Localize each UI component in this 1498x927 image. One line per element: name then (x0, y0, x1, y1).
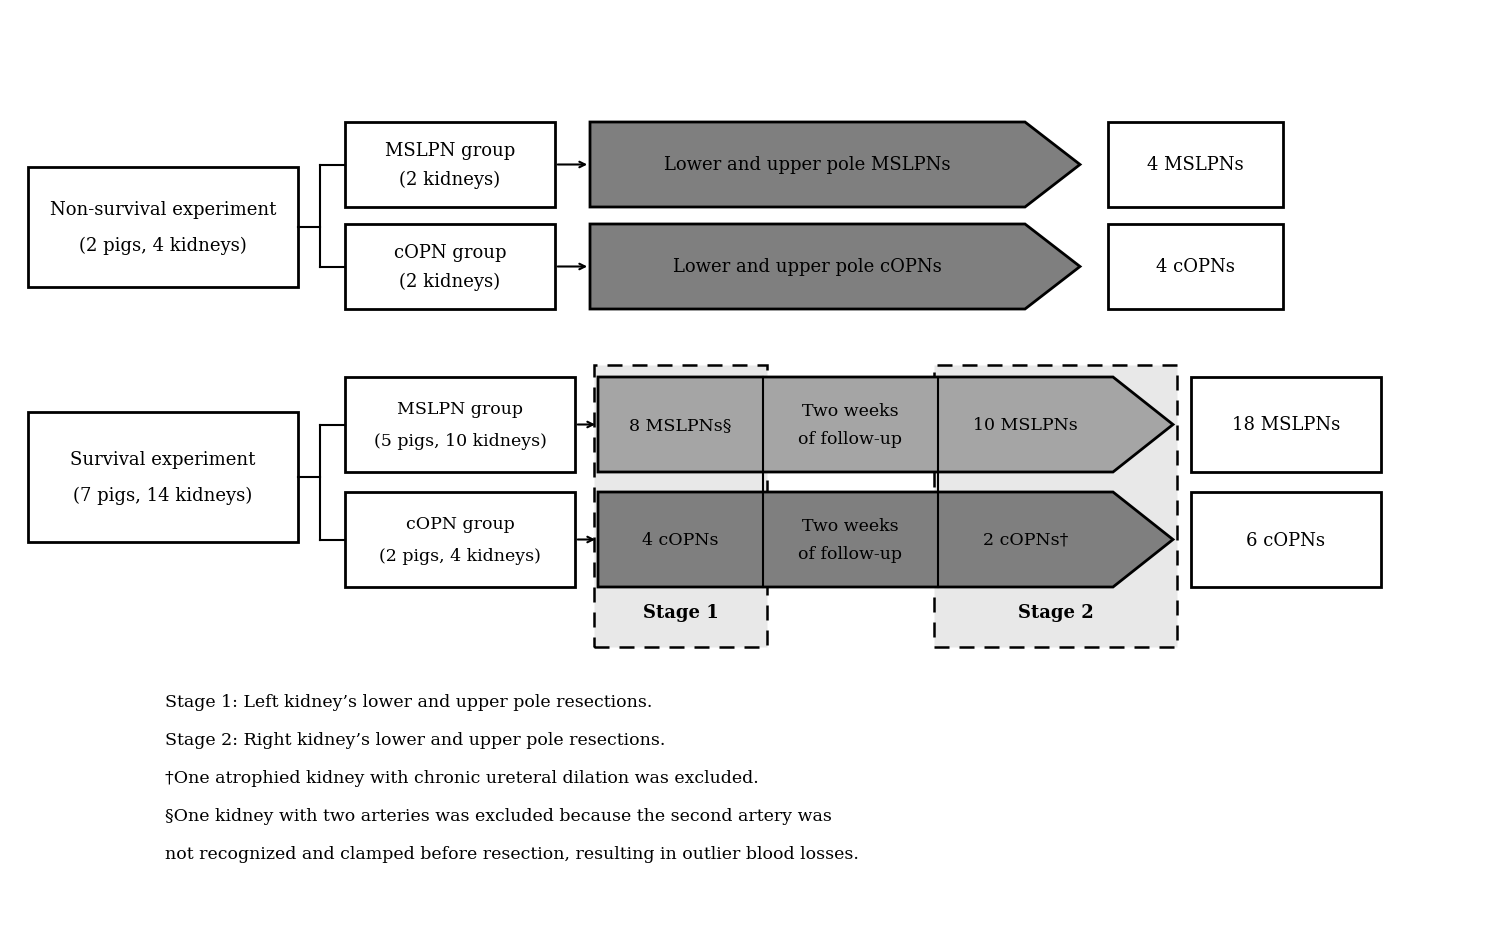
Text: Two weeks: Two weeks (803, 402, 899, 420)
Text: †One atrophied kidney with chronic ureteral dilation was excluded.: †One atrophied kidney with chronic urete… (165, 769, 759, 787)
Bar (595, 365, 767, 647)
Text: 8 MSLPNs§: 8 MSLPNs§ (629, 416, 731, 434)
Bar (1191, 377, 1381, 473)
Polygon shape (590, 123, 1080, 208)
Text: (2 kidneys): (2 kidneys) (400, 273, 500, 290)
Text: (2 kidneys): (2 kidneys) (400, 171, 500, 188)
Text: 2 cOPNs†: 2 cOPNs† (983, 531, 1068, 549)
Text: (2 pigs, 4 kidneys): (2 pigs, 4 kidneys) (379, 548, 541, 565)
Text: §One kidney with two arteries was excluded because the second artery was: §One kidney with two arteries was exclud… (165, 807, 831, 825)
Text: MSLPN group: MSLPN group (385, 143, 515, 160)
Bar (1191, 492, 1381, 588)
Bar (345, 224, 554, 310)
Text: Stage 1: Stage 1 (643, 603, 719, 621)
Text: 4 cOPNs: 4 cOPNs (1156, 259, 1234, 276)
Text: cOPN group: cOPN group (406, 515, 514, 532)
Bar (1109, 123, 1282, 208)
Text: Lower and upper pole cOPNs: Lower and upper pole cOPNs (673, 259, 942, 276)
Polygon shape (598, 492, 1173, 588)
Text: (7 pigs, 14 kidneys): (7 pigs, 14 kidneys) (73, 487, 253, 504)
Text: 6 cOPNs: 6 cOPNs (1246, 531, 1326, 549)
Text: MSLPN group: MSLPN group (397, 400, 523, 417)
Text: 10 MSLPNs: 10 MSLPNs (974, 416, 1079, 434)
Text: Stage 2: Stage 2 (1017, 603, 1094, 621)
Text: (2 pigs, 4 kidneys): (2 pigs, 4 kidneys) (79, 236, 247, 255)
Text: Two weeks: Two weeks (803, 517, 899, 535)
Text: of follow-up: of follow-up (798, 545, 902, 563)
Bar (28, 413, 298, 542)
Bar (1109, 224, 1282, 310)
Polygon shape (590, 224, 1080, 310)
Text: Non-survival experiment: Non-survival experiment (49, 201, 276, 219)
Bar (933, 365, 1177, 647)
Text: Stage 2: Right kidney’s lower and upper pole resections.: Stage 2: Right kidney’s lower and upper … (165, 731, 665, 749)
Bar (28, 168, 298, 287)
Text: 4 cOPNs: 4 cOPNs (643, 531, 719, 549)
Text: 18 MSLPNs: 18 MSLPNs (1231, 416, 1341, 434)
Text: of follow-up: of follow-up (798, 430, 902, 448)
Text: not recognized and clamped before resection, resulting in outlier blood losses.: not recognized and clamped before resect… (165, 845, 858, 862)
Bar (345, 377, 575, 473)
Text: Lower and upper pole MSLPNs: Lower and upper pole MSLPNs (664, 157, 951, 174)
Polygon shape (598, 377, 1173, 473)
Text: Stage 1: Left kidney’s lower and upper pole resections.: Stage 1: Left kidney’s lower and upper p… (165, 693, 652, 711)
Text: (5 pigs, 10 kidneys): (5 pigs, 10 kidneys) (373, 433, 547, 450)
Bar (345, 492, 575, 588)
Text: Survival experiment: Survival experiment (70, 451, 256, 468)
Text: 4 MSLPNs: 4 MSLPNs (1147, 157, 1243, 174)
Bar (345, 123, 554, 208)
Text: cOPN group: cOPN group (394, 244, 506, 262)
